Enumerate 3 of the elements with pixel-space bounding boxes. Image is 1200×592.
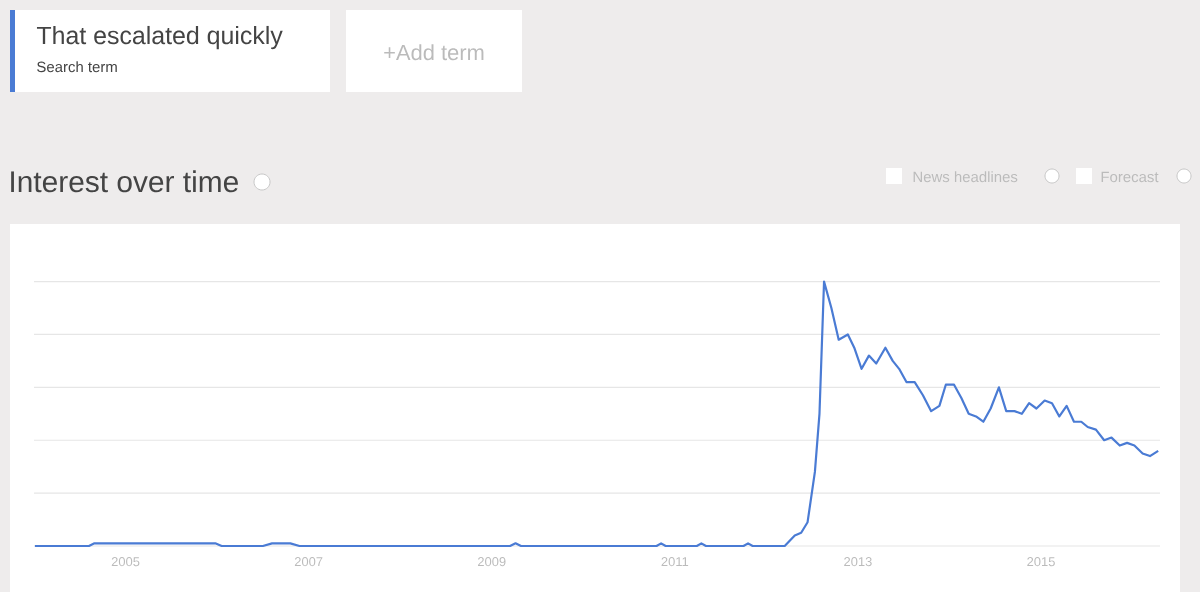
text: That escalated quickly: [36, 25, 283, 50]
text: +Add term: [384, 44, 484, 61]
chart-title: Interest over time: [11, 170, 238, 193]
